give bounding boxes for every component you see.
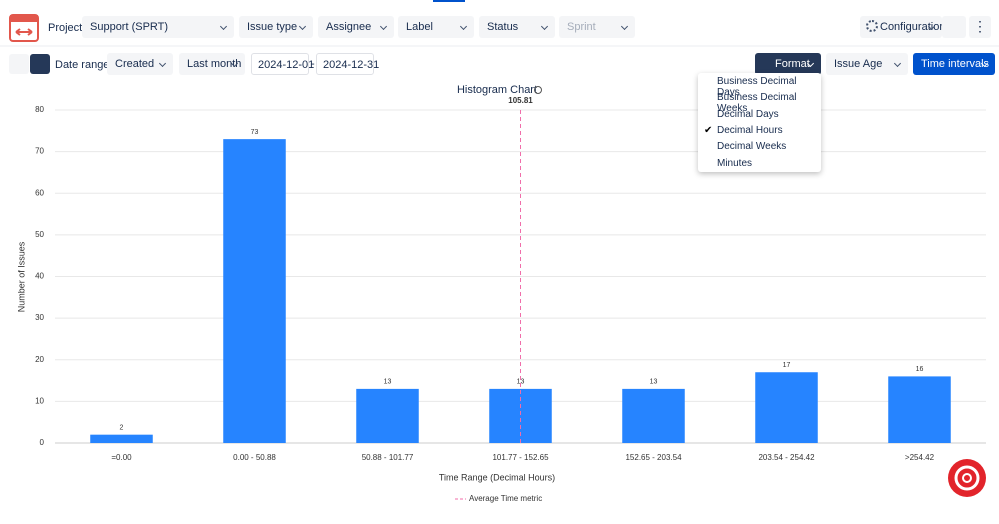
x-tick-label: 0.00 - 50.88 — [233, 453, 276, 462]
x-tick-label: >254.42 — [905, 453, 935, 462]
data-label: 16 — [916, 366, 924, 373]
bar — [755, 372, 818, 443]
filter-select[interactable]: Issue type — [239, 16, 313, 38]
y-axis-title: Number of Issues — [16, 241, 26, 312]
y-tick-label: 50 — [35, 230, 44, 239]
filter-select: Sprint — [559, 16, 635, 38]
x-tick-label: 50.88 - 101.77 — [362, 453, 414, 462]
date-separator: - — [311, 58, 315, 70]
format-button[interactable]: Format — [755, 53, 821, 75]
x-tick-label: 152.65 - 203.54 — [625, 453, 682, 462]
check-icon: ✔ — [704, 124, 713, 136]
filter-select[interactable]: Assignee — [318, 16, 394, 38]
more-button[interactable]: ⋮ — [969, 16, 991, 38]
y-tick-label: 0 — [40, 438, 45, 447]
start-date-input[interactable]: 2024-12-01 — [251, 53, 314, 75]
project-select[interactable]: Support (SPRT) — [82, 16, 234, 38]
end-date-input[interactable]: 2024-12-31 — [316, 53, 379, 75]
format-menu: Business Decimal Days Business Decimal We… — [698, 73, 821, 172]
menu-item[interactable]: Decimal Hours — [717, 124, 783, 136]
bar — [888, 376, 951, 443]
y-tick-label: 60 — [35, 188, 44, 197]
data-label: 13 — [650, 379, 658, 386]
y-tick-label: 10 — [35, 396, 44, 405]
y-tick-label: 40 — [35, 272, 44, 281]
app-logo — [9, 14, 39, 42]
menu-item[interactable]: Decimal Weeks — [717, 141, 787, 153]
bar — [90, 434, 153, 443]
issue-age-select[interactable]: Issue Age — [826, 53, 908, 75]
data-label: 17 — [783, 362, 791, 369]
project-label: Project: — [48, 22, 86, 34]
time-intervals-button[interactable]: Time intervals — [913, 53, 995, 75]
help-button-icon — [962, 473, 972, 483]
x-tick-label: 101.77 - 152.65 — [492, 453, 549, 462]
y-tick-label: 70 — [35, 147, 44, 156]
date-ranges-label: Date ranges: — [55, 59, 118, 71]
menu-item[interactable]: Business Decimal Days — [717, 76, 797, 98]
x-tick-label: 203.54 - 254.42 — [758, 453, 815, 462]
y-tick-label: 80 — [35, 105, 44, 114]
filter-select[interactable]: Label — [398, 16, 474, 38]
menu-item[interactable]: Business Decimal Weeks — [717, 92, 797, 115]
chart-view-button[interactable] — [30, 54, 50, 74]
data-label: 13 — [517, 379, 525, 386]
grid-view-button[interactable] — [9, 54, 29, 74]
period-select[interactable]: Last month — [179, 53, 245, 75]
menu-item[interactable]: Decimal Days — [717, 108, 779, 120]
x-tick-label: =0.00 — [111, 453, 132, 462]
tab-indicator — [433, 0, 465, 2]
bar — [356, 388, 419, 443]
gear-icon — [866, 20, 878, 32]
bar — [622, 388, 685, 443]
filter-select[interactable]: Status — [479, 16, 555, 38]
date-field-select[interactable]: Created — [107, 53, 173, 75]
legend-label: Average Time metric — [469, 494, 542, 503]
data-label: 2 — [120, 425, 124, 432]
y-tick-label: 30 — [35, 313, 44, 322]
bar — [223, 139, 286, 443]
y-tick-label: 20 — [35, 355, 44, 364]
help-icon[interactable] — [534, 86, 542, 94]
chart-title: Histogram Chart — [457, 84, 537, 96]
menu-item[interactable]: Minutes — [717, 157, 753, 169]
help-button[interactable] — [948, 459, 986, 497]
configuration-button[interactable]: Configuration — [860, 16, 945, 38]
average-label: 105.81 — [508, 96, 533, 105]
data-label: 73 — [251, 129, 259, 136]
cloud-button — [942, 16, 966, 38]
data-label: 13 — [384, 379, 392, 386]
x-axis-title: Time Range (Decimal Hours) — [439, 472, 555, 482]
help-button-icon — [954, 465, 980, 491]
